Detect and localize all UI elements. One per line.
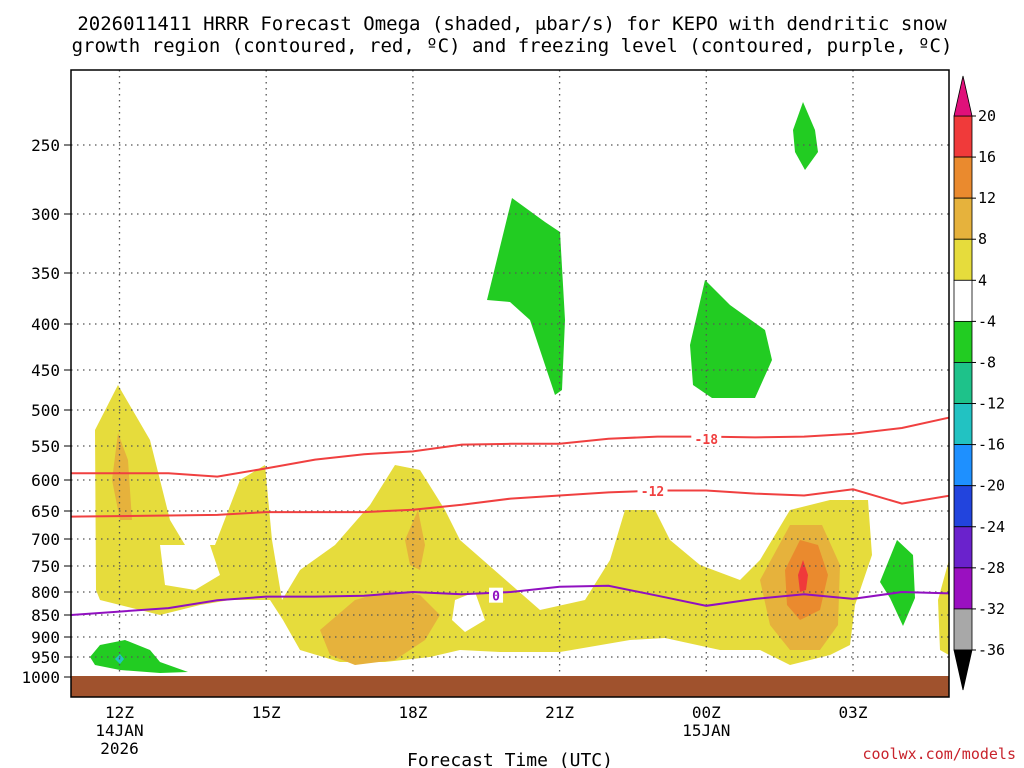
colorbar-label-1: 16 [978,148,996,166]
y-tick-label-850: 850 [31,606,60,625]
y-tick-label-350: 350 [31,264,60,283]
ground-surface [71,676,949,697]
y-tick-label-600: 600 [31,471,60,490]
chart-title-line-1: 2026011411 HRRR Forecast Omega (shaded, … [77,13,947,35]
colorbar-label-12: -32 [978,600,1005,618]
colorbar-segment-3 [953,238,973,281]
colorbar-segment-11 [953,567,973,610]
x-axis-title: Forecast Time (UTC) [407,750,613,768]
colorbar-label-4: 4 [978,271,987,289]
colorbar-label-11: -28 [978,559,1005,577]
omega-hole-1 [160,545,220,590]
contour-line-1 [71,488,949,518]
contour-label-bg-0 [691,430,722,446]
omega-region-negative-5 [90,640,188,673]
colorbar-segment-2 [953,197,973,240]
omega-hole-2 [452,592,485,632]
colorbar-label-10: -24 [978,518,1005,536]
x-tick-label-03Z-0: 03Z [839,703,868,722]
colorbar-segment-10 [953,526,973,569]
y-tick-label-500: 500 [31,401,60,420]
contour-label-bg-2 [489,587,504,603]
contour-label-0: -18 [695,433,719,448]
colorbar-segment-4 [953,279,973,322]
colorbar-segment-7 [953,403,973,446]
omega-region-negative-3 [793,102,818,170]
colorbar-label-6: -8 [978,353,996,371]
y-tick-label-900: 900 [31,628,60,647]
colorbar-label-7: -12 [978,395,1005,413]
y-axis-ticks: 250 300 350 400 450 500 550 600 650 700 750 800 850 9… [21,136,71,687]
omega-region-positive-right [938,560,949,655]
colorbar-segment-8 [953,444,973,487]
x-tick-label-00Z-0: 00Z [692,703,721,722]
colorbar-segment-0 [953,115,973,158]
x-tick-label-12Z-0: 12Z [105,703,134,722]
colorbar-label-3: 8 [978,230,987,248]
colorbar-bottom-arrow [953,649,973,691]
y-tick-label-950: 950 [31,648,60,667]
contour-label-1: -12 [641,485,664,500]
y-tick-label-300: 300 [31,205,60,224]
omega-region-8-12-b [320,590,440,665]
omega-region-negative-1 [487,198,565,395]
y-tick-label-800: 800 [31,583,60,602]
y-tick-label-400: 400 [31,315,60,334]
x-tick-label-00Z-1: 15JAN [682,721,730,740]
x-tick-label-18Z-0: 18Z [398,703,427,722]
contour-lines: -18 -12 0 [71,416,949,616]
y-tick-label-450: 450 [31,361,60,380]
y-tick-label-650: 650 [31,502,60,521]
colorbar-label-5: -4 [978,312,996,330]
x-tick-label-12Z-2: 2026 [100,739,139,758]
colorbar-segment-9 [953,485,973,528]
x-tick-label-21Z-0: 21Z [545,703,574,722]
y-tick-label-250: 250 [31,136,60,155]
omega-region-8-12-c [405,510,425,570]
y-tick-label-550: 550 [31,437,60,456]
y-tick-label-1000: 1000 [21,668,60,687]
colorbar-label-8: -16 [978,436,1005,454]
colorbar-label-13: -36 [978,641,1005,659]
colorbar-label-9: -20 [978,477,1005,495]
omega-region-positive-lowlevel [95,385,872,665]
contour-label-2: 0 [492,590,500,605]
omega-region-8-12-a [112,433,132,520]
omega-region-16-20 [798,560,808,592]
omega-region-negative-4 [880,540,915,626]
credit-text: coolwx.com/models [862,745,1016,763]
contour-line-0 [71,416,949,478]
y-tick-label-750: 750 [31,557,60,576]
colorbar-label-2: 12 [978,189,996,207]
colorbar-label-0: 20 [978,107,996,125]
colorbar-segment-1 [953,156,973,199]
colorbar-segment-5 [953,320,973,363]
colorbar-segment-12 [953,608,973,651]
omega-region-negative-2 [690,280,772,398]
omega-shading [90,102,949,673]
x-tick-label-12Z-1: 14JAN [95,721,143,740]
colorbar-top-arrow [953,75,973,117]
y-tick-label-700: 700 [31,530,60,549]
chart-title-line-2: growth region (contoured, red, ºC) and f… [72,35,953,57]
colorbar: 20 16 12 8 4 -4 -8 -12 -16 -20 -24 -28 -32 -36 [953,75,1005,691]
contour-label-bg-1 [637,483,668,499]
x-tick-label-15Z-0: 15Z [252,703,281,722]
contour-line-2 [71,584,949,616]
plot-border [70,69,950,698]
colorbar-segment-6 [953,362,973,404]
